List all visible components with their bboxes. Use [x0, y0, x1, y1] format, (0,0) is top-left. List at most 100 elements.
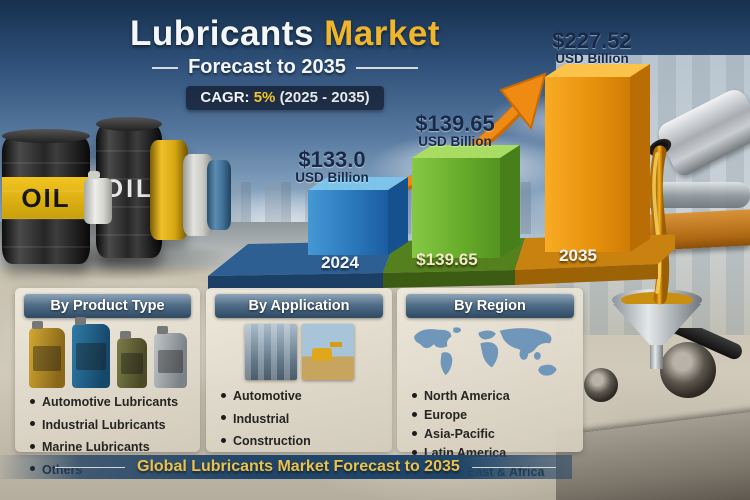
list-item: Asia-Pacific [406, 427, 574, 441]
bar-2025 [412, 158, 500, 258]
oil-barrel-left: OIL [2, 129, 90, 264]
bullet-icon [30, 443, 35, 449]
list-item: Industrial Lubricants [24, 418, 191, 432]
banner-line-left [55, 466, 125, 468]
oil-stream-highlight [652, 152, 662, 294]
panel-application-title: By Application [215, 294, 383, 318]
engine-pulley [660, 342, 716, 398]
list-item: North America [406, 389, 574, 403]
jug-olive-icon [116, 331, 147, 388]
bar-2024-side [388, 177, 408, 255]
page-title: Lubricants Market [55, 14, 515, 54]
platform-front-blue [208, 273, 383, 290]
oil-stream [649, 145, 670, 305]
unit-2035: USD Billion [555, 51, 629, 67]
bar-2035-side [630, 64, 650, 252]
panel-region: By Region North America Europe Asia-Paci… [397, 288, 583, 479]
cagr-label: CAGR: [200, 89, 250, 106]
list-item: Industrial [215, 412, 383, 426]
list-item-label: Automotive Lubricants [42, 395, 179, 409]
yellow-drum [150, 140, 188, 240]
list-item-label: Europe [424, 408, 468, 422]
bullet-icon [412, 392, 417, 398]
product-jugs-image [24, 317, 191, 388]
engine-pulley-small [584, 368, 618, 402]
bar-2035-top [545, 64, 650, 77]
bullet-icon [221, 392, 226, 398]
list-item-label: Marine Lubricants [42, 440, 150, 454]
bar-2024 [308, 190, 388, 255]
list-item: Automotive Lubricants [24, 395, 191, 409]
value-2024: $133.0 [298, 147, 366, 172]
bar-2035 [545, 77, 630, 252]
list-item-label: Automotive [233, 389, 302, 403]
blue-drum [207, 160, 231, 230]
bullet-icon [221, 437, 226, 443]
cagr-period: (2025 - 2035) [279, 89, 370, 106]
bullet-icon [221, 415, 226, 420]
list-item-label: Asia-Pacific [424, 427, 495, 441]
subtitle-row: Forecast to 2035 [55, 56, 515, 79]
panel-product-type-title: By Product Type [24, 294, 191, 318]
list-item: Construction [215, 434, 383, 448]
application-photos [215, 324, 383, 382]
list-item-label: Industrial [233, 411, 290, 426]
subtitle-dash-left [152, 66, 179, 69]
bullet-icon [412, 411, 417, 417]
footer-banner: Global Lubricants Market Forecast to 203… [0, 455, 572, 479]
oil-barrel-left-label: OIL [2, 176, 90, 220]
panel-application: By Application Automotive Industrial Con… [206, 288, 392, 471]
industrial-plant-thumbnail [244, 324, 297, 380]
list-item-label: North America [424, 389, 510, 403]
list-item: Automotive [215, 389, 383, 403]
value-2025: $139.65 [415, 111, 495, 136]
subtitle: Forecast to 2035 [188, 56, 346, 78]
jug-silver-icon [153, 326, 187, 388]
list-item: Marine Lubricants [24, 440, 191, 454]
platform-front-green [383, 270, 515, 288]
growth-arrow-head [499, 72, 547, 131]
engine-plate [556, 410, 750, 500]
value-label-2024: $133.0 USD Billion [282, 148, 382, 185]
bar-2024-top [308, 177, 408, 190]
oil-pour-graphic [612, 145, 702, 369]
cagr-badge: CAGR: 5% (2025 - 2035) [186, 86, 384, 110]
title-word-market: Market [324, 14, 440, 53]
panel-product-type: By Product Type Automotive Lubricants In… [15, 288, 200, 477]
bar-2025-side [500, 145, 520, 258]
panel-region-title: By Region [406, 294, 574, 318]
funnel-stem [650, 345, 663, 369]
jug-gold-icon [28, 321, 65, 388]
bullet-icon [30, 398, 35, 404]
bar-chart [208, 64, 675, 290]
world-map [414, 327, 557, 376]
unit-2024: USD Billion [295, 170, 369, 186]
funnel-cone [613, 304, 701, 346]
excavator-thumbnail [301, 324, 354, 380]
axis-label-2024: 2024 [321, 253, 359, 272]
engine-photo [556, 328, 750, 500]
list-item-label: Construction [233, 434, 311, 448]
banner-text: Global Lubricants Market Forecast to 203… [137, 458, 460, 475]
header: Lubricants Market Forecast to 2035 CAGR:… [55, 14, 515, 110]
subtitle-dash-right [355, 66, 418, 69]
axis-label-2025: $139.65 [416, 250, 478, 269]
unit-2025: USD Billion [418, 134, 492, 150]
value-2035: $227.52 [552, 28, 632, 53]
list-item: Europe [406, 408, 574, 422]
bar-2025-top [412, 145, 520, 158]
bullet-icon [30, 421, 35, 426]
banner-line-right [471, 466, 556, 468]
list-item-label: Industrial Lubricants [42, 417, 166, 432]
platform-front-orange [515, 264, 658, 285]
jug-blue-icon [71, 317, 110, 388]
bullet-icon [412, 449, 417, 455]
white-jug [84, 171, 112, 224]
cagr-value: 5% [253, 89, 276, 106]
title-word-lubricants: Lubricants [130, 14, 314, 53]
axis-label-2035: 2035 [559, 246, 597, 265]
value-label-2025: $139.65 USD Billion [405, 112, 505, 149]
bullet-icon [412, 430, 417, 436]
value-label-2035: $227.52 USD Billion [540, 29, 644, 66]
